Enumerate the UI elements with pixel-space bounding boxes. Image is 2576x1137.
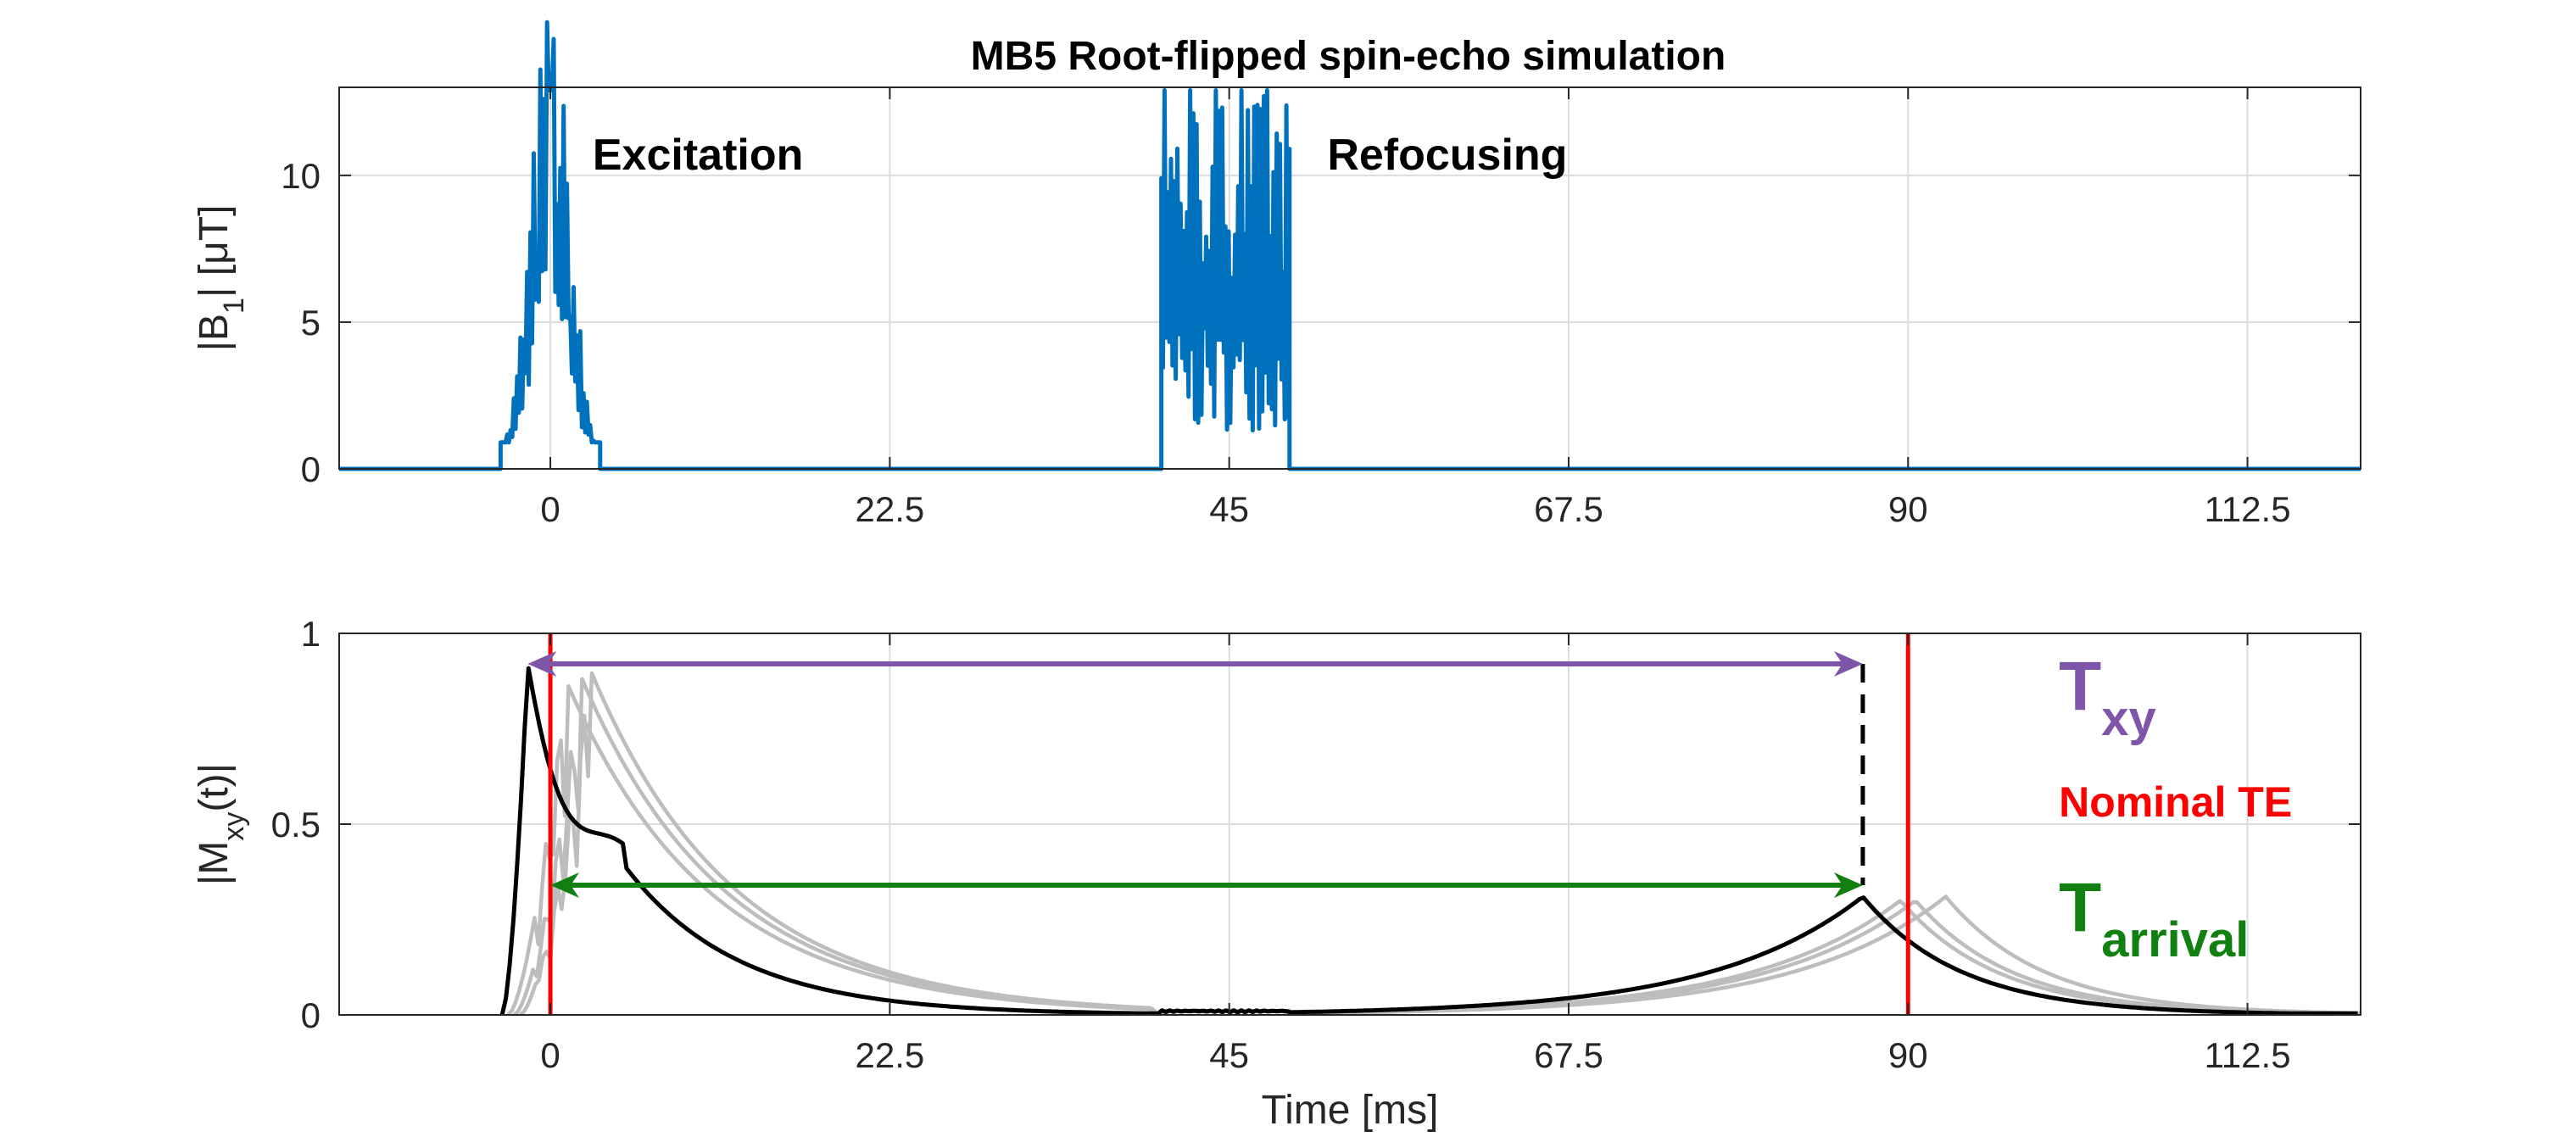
mxy-series xyxy=(499,666,2361,1017)
bot-x-tick-label: 90 xyxy=(1888,1035,1928,1075)
mxy-overlay xyxy=(527,633,1910,1015)
bot-x-tick-label: 67.5 xyxy=(1534,1035,1603,1075)
bot-x-tick-label: 112.5 xyxy=(2205,1035,2291,1075)
b1-ticks: 0 22.5 45 67.5 90 112.5 0 5 10 xyxy=(281,87,2361,529)
txy-arrow xyxy=(527,651,1863,677)
tarrival-arrow xyxy=(550,872,1863,898)
mxy-ticks: 0 22.5 45 67.5 90 112.5 0 0.5 1 xyxy=(271,614,2361,1075)
tarrival-arrow-left-head xyxy=(550,872,580,898)
mxy-line-primary xyxy=(499,666,2358,1016)
b1-annotations: Excitation Refocusing xyxy=(593,131,1568,180)
top-x-tick-label: 0 xyxy=(540,489,560,529)
mxy-y-label-sub: xy xyxy=(218,812,250,841)
excitation-label: Excitation xyxy=(593,131,804,180)
bot-x-tick-label: 0 xyxy=(540,1035,560,1075)
b1-y-label-sub: 1 xyxy=(218,298,250,314)
nominal-te-label: Nominal TE xyxy=(2059,778,2292,826)
bot-y-tick-label: 0 xyxy=(301,995,321,1035)
b1-y-axis-label: |B1| [μT] xyxy=(192,205,250,352)
top-y-tick-label: 5 xyxy=(301,303,321,343)
top-x-tick-label: 67.5 xyxy=(1534,489,1603,529)
top-x-tick-label: 45 xyxy=(1209,489,1249,529)
tarrival-label-sub: arrival xyxy=(2101,912,2249,967)
txy-label-main: T xyxy=(2059,648,2101,725)
refocusing-label: Refocusing xyxy=(1327,131,1567,180)
mxy-y-axis-label: |Mxy(t)| xyxy=(192,763,250,885)
b1-magnitude-line xyxy=(339,20,2361,471)
tarrival-label-main: T xyxy=(2059,869,2101,946)
top-y-tick-label: 10 xyxy=(281,156,321,196)
mxy-y-label-main: |M xyxy=(192,841,237,885)
bot-x-tick-label: 22.5 xyxy=(855,1035,924,1075)
top-x-tick-label: 112.5 xyxy=(2205,489,2291,529)
mxy-x-axis-label: Time [ms] xyxy=(1262,1088,1439,1133)
mxy-y-label-rest: (t)| xyxy=(192,763,237,812)
b1-panel: 0 22.5 45 67.5 90 112.5 0 5 10 Excitation Refocus… xyxy=(192,20,2361,529)
top-y-tick-label: 0 xyxy=(301,449,321,489)
top-x-tick-label: 22.5 xyxy=(855,489,924,529)
bot-y-tick-label: 1 xyxy=(301,614,321,654)
b1-y-label-rest: | [μT] xyxy=(192,205,237,298)
plot-title: MB5 Root-flipped spin-echo simulation xyxy=(971,34,1726,79)
b1-y-label-main: |B xyxy=(192,314,237,351)
tarrival-label: Tarrival xyxy=(2059,869,2249,967)
txy-arrow-left-head xyxy=(527,651,557,677)
mxy-panel: 0 22.5 45 67.5 90 112.5 0 0.5 1 Txy Nominal TE Tar… xyxy=(192,614,2361,1133)
tarrival-arrow-right-head xyxy=(1833,872,1863,898)
txy-label-sub: xy xyxy=(2101,691,2156,746)
bot-x-tick-label: 45 xyxy=(1209,1035,1249,1075)
txy-arrow-right-head xyxy=(1833,651,1863,677)
b1-axes-box xyxy=(338,86,2361,470)
mxy-annotations: Txy Nominal TE Tarrival xyxy=(2059,648,2292,967)
bot-y-tick-label: 0.5 xyxy=(271,805,321,844)
top-x-tick-label: 90 xyxy=(1888,489,1928,529)
txy-label: Txy xyxy=(2059,648,2156,746)
b1-series xyxy=(339,20,2361,471)
